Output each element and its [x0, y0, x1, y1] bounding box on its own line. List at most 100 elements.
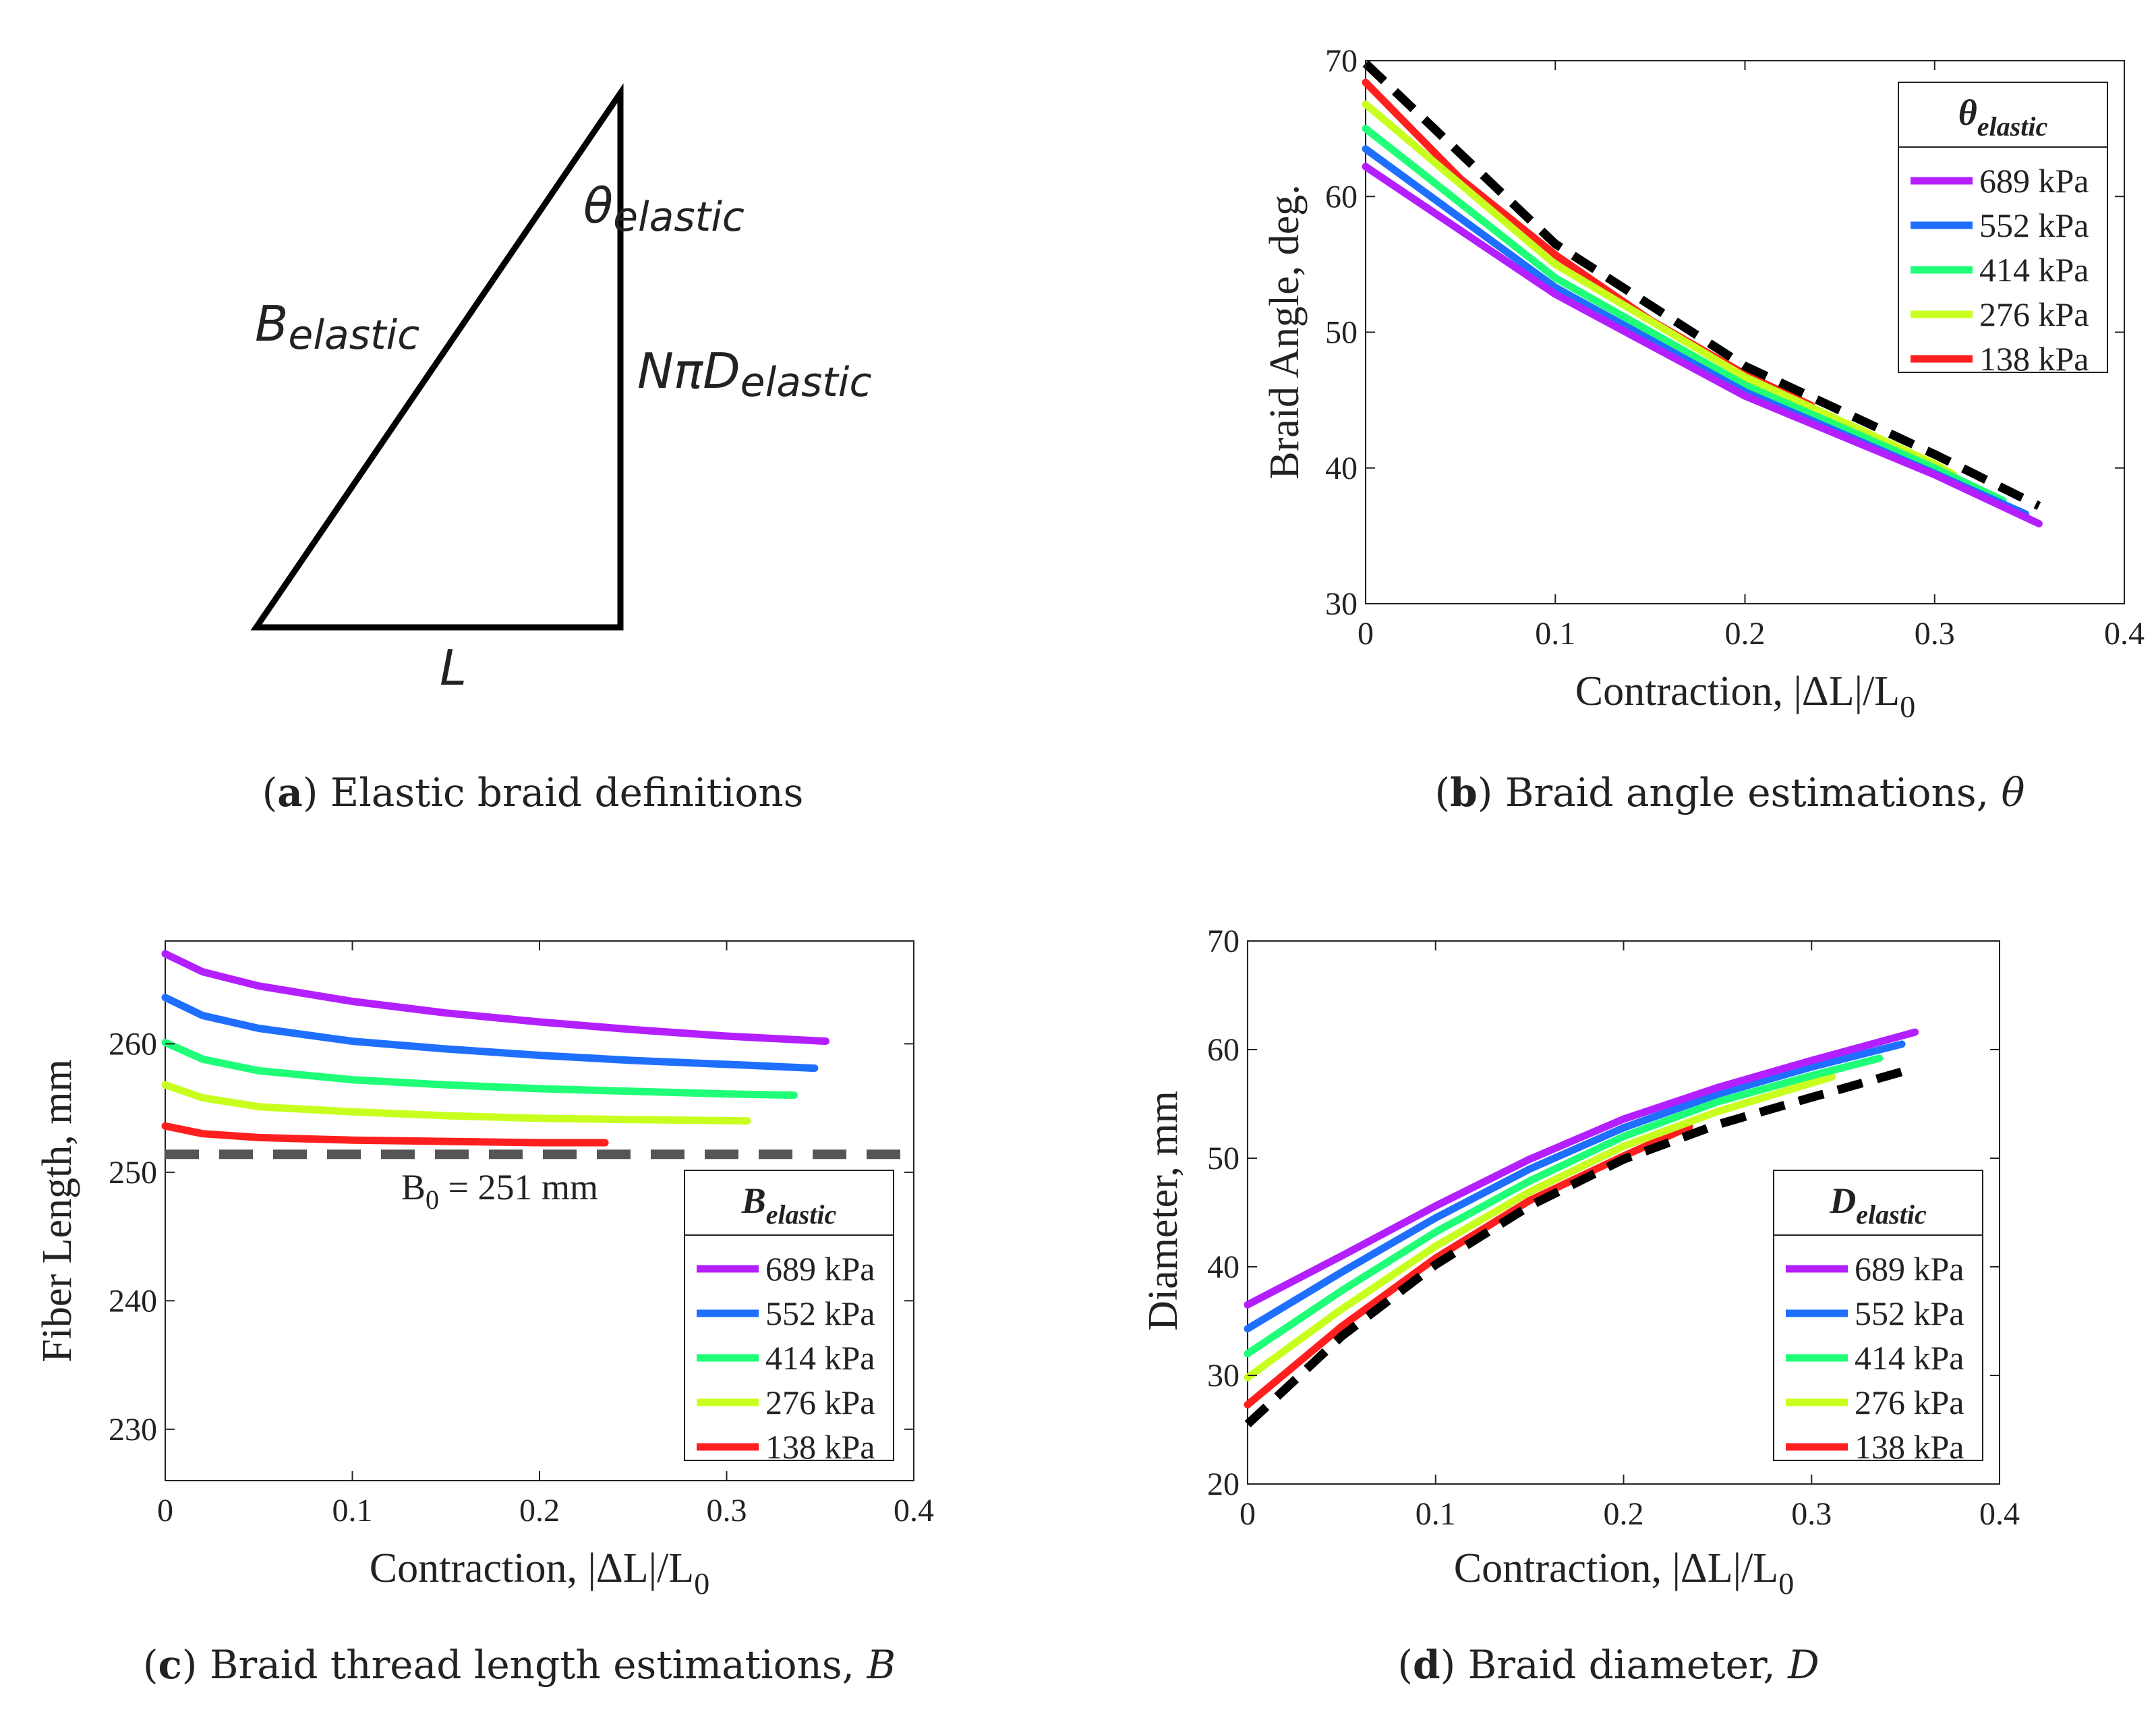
plot-d-ytick-label: 30 — [1207, 1358, 1240, 1394]
plot-d-legend-title-main: D — [1829, 1180, 1856, 1221]
plot-d-series-689-kpa — [1244, 1028, 1919, 1309]
plot-b-xtick-label: 0 — [1358, 616, 1374, 652]
plot-c-ylabel: Fiber Length, mm — [34, 1059, 80, 1362]
plot-b-legend-label: 414 kPa — [1979, 251, 2089, 289]
theta-symbol: θ — [583, 177, 613, 234]
caption-a-letter: a — [277, 770, 303, 816]
plot-d-legend-label: 138 kPa — [1855, 1428, 1964, 1466]
plot-c-series — [161, 950, 830, 1147]
caption-d: (d) Braid diameter, D — [1397, 1642, 1819, 1688]
plot-d-xtick-label: 0 — [1240, 1496, 1256, 1532]
plot-c-legend-title: Belastic — [741, 1180, 837, 1230]
plot-b-legend-items: 689 kPa 552 kPa 414 kPa 276 kPa 138 kPa — [1911, 162, 2089, 378]
plot-c-xtick-label: 0.1 — [332, 1493, 373, 1529]
plot-d-legend-label: 689 kPa — [1855, 1250, 1964, 1288]
plot-b-ticks: 0 0.1 0.2 0.3 0.4 30 40 50 60 70 — [1325, 43, 2145, 652]
plot-d-series-138-kpa — [1244, 1122, 1693, 1408]
caption-b: (b) Braid angle estimations, θ — [1435, 770, 2025, 816]
plot-c-ytick-label: 230 — [109, 1412, 157, 1448]
plot-d-ytick-label: 70 — [1207, 923, 1240, 959]
plot-b-xlabel-main: Contraction, |ΔL|/L — [1575, 668, 1900, 714]
plot-d-series-552-kpa — [1244, 1040, 1906, 1333]
plot-c-xtick-label: 0.3 — [707, 1493, 747, 1529]
caption-b-close: ) — [1478, 770, 1505, 816]
plot-b-legend-title: θelastic — [1958, 92, 2048, 142]
caption-b-letter: b — [1450, 770, 1478, 816]
caption-c-close: ) — [182, 1642, 210, 1688]
plot-c-legend-label: 552 kPa — [765, 1294, 875, 1332]
plot-c-annotation-main: B — [401, 1167, 426, 1207]
plot-d-series — [1244, 1028, 1919, 1428]
plot-c-xlabel: Contraction, |ΔL|/L0 — [370, 1545, 709, 1601]
plot-b-xlabel-sub: 0 — [1900, 689, 1915, 724]
plot-b-ytick-label: 30 — [1325, 586, 1358, 622]
plot-c-legend: Belastic 689 kPa 552 kPa 414 kPa 276 kPa 138… — [684, 1170, 894, 1466]
caption-b-var: θ — [2002, 770, 2025, 816]
caption-c-letter: c — [158, 1642, 181, 1688]
plot-c-annotation-tail: = 251 mm — [439, 1167, 598, 1207]
plot-c-legend-items: 689 kPa 552 kPa 414 kPa 276 kPa 138 kPa — [697, 1250, 875, 1466]
caption-a-open: ( — [262, 770, 278, 816]
plot-d-legend-title: Delastic — [1829, 1180, 1927, 1230]
plot-b-legend-label: 138 kPa — [1979, 340, 2089, 378]
plot-c-ytick-label: 240 — [109, 1283, 157, 1319]
caption-c-text: Braid thread length estimations, — [210, 1642, 867, 1688]
plot-d-xtick-label: 0.3 — [1791, 1496, 1832, 1532]
plot-b-legend-title-main: θ — [1958, 92, 1977, 133]
plot-d-series-276-kpa — [1244, 1073, 1836, 1381]
panel-d-chart: 0 0.1 0.2 0.3 0.4 20 30 40 50 60 70 Diameter, mm C… — [1140, 923, 2020, 1601]
caption-a-text: Elastic braid definitions — [330, 770, 804, 816]
plot-d-ticks: 0 0.1 0.2 0.3 0.4 20 30 40 50 60 70 — [1207, 923, 2020, 1532]
caption-b-text: Braid angle estimations, — [1505, 770, 2002, 816]
caption-d-letter: d — [1413, 1642, 1440, 1688]
caption-b-open: ( — [1435, 770, 1451, 816]
caption-c-open: ( — [143, 1642, 158, 1688]
caption-c-var: B — [867, 1642, 896, 1688]
plot-c-ytick-label: 260 — [109, 1026, 157, 1062]
plot-d-ytick-label: 60 — [1207, 1032, 1240, 1068]
caption-d-close: ) — [1440, 1642, 1468, 1688]
plot-c-xlabel-sub: 0 — [694, 1566, 709, 1601]
plot-c-series-689-kpa — [161, 950, 830, 1046]
panel-a-diagram: θelastic Belastic NπDelastic L — [250, 83, 871, 696]
plot-b-legend: θelastic 689 kPa 552 kPa 414 kPa 276 kPa 138… — [1898, 82, 2108, 378]
caption-a: (a) Elastic braid definitions — [262, 770, 804, 816]
plot-c-xlabel-main: Contraction, |ΔL|/L — [370, 1545, 694, 1591]
plot-d-legend-items: 689 kPa 552 kPa 414 kPa 276 kPa 138 kPa — [1786, 1250, 1964, 1466]
plot-b-xlabel: Contraction, |ΔL|/L0 — [1575, 668, 1915, 724]
plot-b-series — [1362, 60, 2043, 527]
plot-d-legend-title-sub: elastic — [1856, 1199, 1927, 1230]
caption-d-text: Braid diameter, — [1468, 1642, 1788, 1688]
plot-d-ylabel: Diameter, mm — [1140, 1091, 1186, 1331]
plot-c-legend-title-sub: elastic — [766, 1199, 837, 1230]
npid-elastic-label: NπDelastic — [637, 343, 871, 406]
theta-elastic-label: θelastic — [583, 177, 745, 241]
npid-symbol: NπD — [637, 343, 740, 399]
b-elastic-label: Belastic — [255, 295, 419, 359]
plot-b-xtick-label: 0.3 — [1915, 616, 1955, 652]
plot-c-ticks: 0 0.1 0.2 0.3 0.4 230 240 250 260 — [109, 941, 934, 1529]
plot-d-xtick-label: 0.4 — [1979, 1496, 2020, 1532]
b-subscript: elastic — [288, 312, 419, 359]
caption-c: (c) Braid thread length estimations, B — [143, 1642, 896, 1688]
caption-d-var: D — [1787, 1642, 1819, 1688]
caption-a-close: ) — [303, 770, 330, 816]
panel-b-chart: 0 0.1 0.2 0.3 0.4 30 40 50 60 70 Braid Angle, deg… — [1262, 43, 2145, 724]
plot-d-legend-label: 276 kPa — [1855, 1383, 1964, 1421]
plot-d-xlabel-main: Contraction, |ΔL|/L — [1454, 1545, 1778, 1591]
plot-c-legend-title-main: B — [741, 1180, 766, 1221]
plot-c-xtick-label: 0.4 — [894, 1493, 934, 1529]
plot-b-ytick-label: 50 — [1325, 315, 1358, 351]
plot-c-ytick-label: 250 — [109, 1155, 157, 1191]
b-symbol: B — [255, 295, 288, 352]
plot-b-ylabel: Braid Angle, deg. — [1262, 184, 1308, 479]
caption-d-open: ( — [1397, 1642, 1413, 1688]
npid-subscript: elastic — [740, 359, 872, 406]
plot-c-series-138-kpa — [161, 1122, 609, 1147]
plot-d-legend: Delastic 689 kPa 552 kPa 414 kPa 276 kPa 138… — [1773, 1170, 1983, 1466]
plot-b-series-689-kpa — [1362, 163, 2043, 527]
plot-b-legend-title-sub: elastic — [1977, 111, 2048, 142]
plot-d-series-414-kpa — [1244, 1054, 1884, 1358]
